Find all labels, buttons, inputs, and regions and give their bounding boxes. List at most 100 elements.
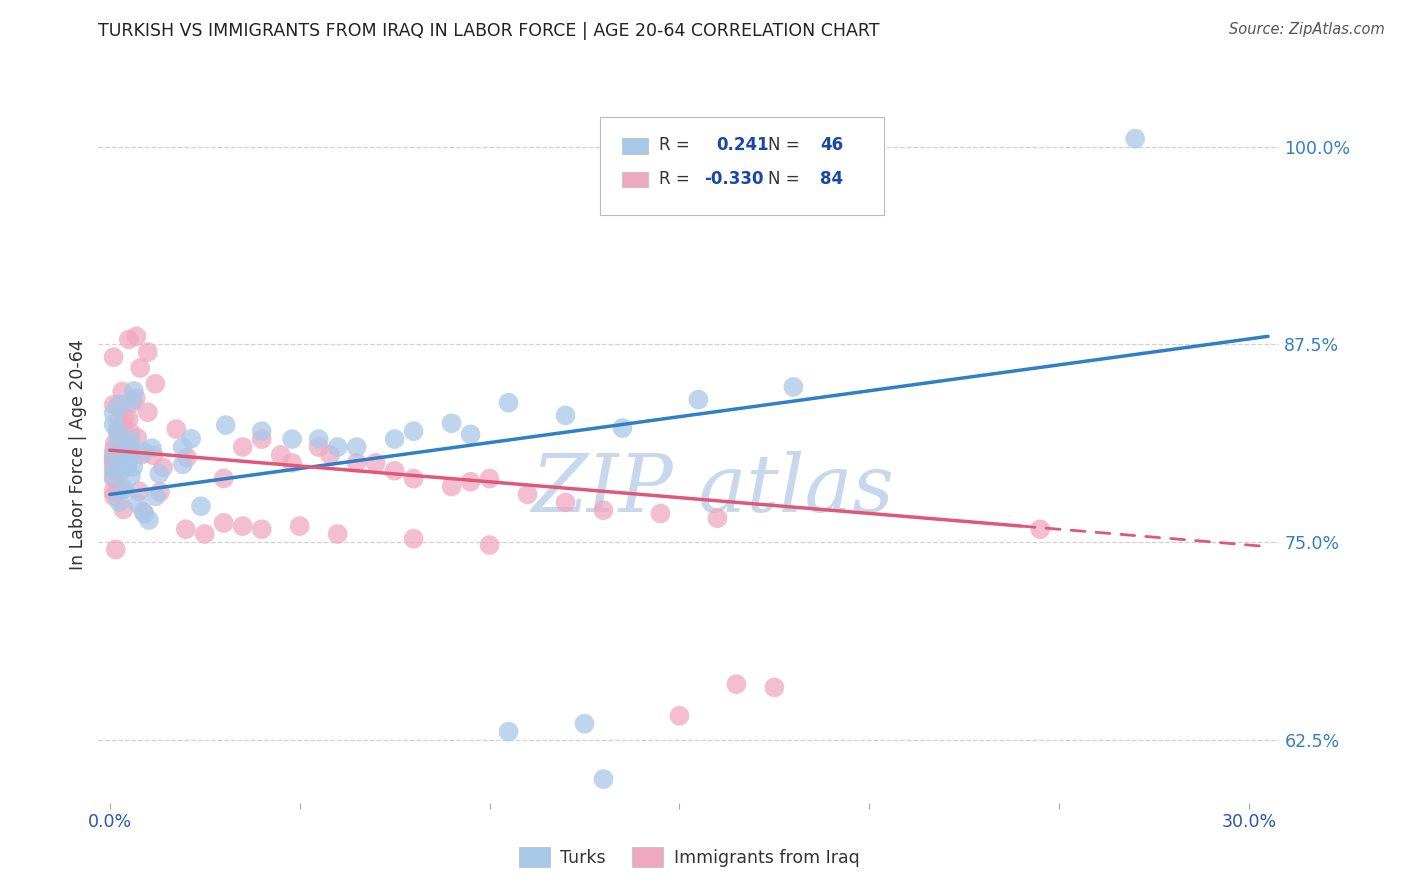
Point [129, 360, 152, 375]
Point [172, 440, 194, 454]
Point [384, 464, 406, 478]
Point [120, 469, 142, 483]
Text: 0.241: 0.241 [716, 136, 769, 154]
Point [346, 440, 368, 454]
Point [103, 463, 125, 477]
Point [120, 443, 142, 458]
Text: TURKISH VS IMMIGRANTS FROM IRAQ IN LABOR FORCE | AGE 20-64 CORRELATION CHART: TURKISH VS IMMIGRANTS FROM IRAQ IN LABOR… [98, 22, 880, 40]
Point [125, 391, 148, 405]
Point [281, 432, 304, 446]
Point [460, 427, 482, 442]
Point [176, 450, 198, 465]
Point [105, 454, 128, 468]
Point [516, 487, 538, 501]
Point [592, 772, 614, 786]
Point [125, 329, 148, 343]
Point [112, 482, 135, 496]
Point [142, 449, 165, 463]
Y-axis label: In Labor Force | Age 20-64: In Labor Force | Age 20-64 [69, 340, 87, 570]
Point [250, 424, 273, 438]
Point [108, 483, 131, 497]
Point [460, 475, 482, 489]
Point [138, 513, 160, 527]
Point [688, 392, 710, 407]
Point [107, 437, 129, 451]
Text: N =: N = [768, 136, 806, 154]
Point [212, 516, 235, 530]
Point [145, 489, 167, 503]
Point [498, 395, 520, 409]
Point [172, 458, 194, 472]
Point [103, 350, 125, 364]
FancyBboxPatch shape [621, 172, 648, 187]
Point [440, 479, 463, 493]
Point [308, 432, 330, 446]
Text: Source: ZipAtlas.com: Source: ZipAtlas.com [1229, 22, 1385, 37]
Text: ZIP atlas: ZIP atlas [531, 451, 894, 528]
Point [1029, 522, 1052, 536]
Point [281, 456, 304, 470]
Point [402, 532, 425, 546]
Point [127, 431, 149, 445]
Point [103, 451, 125, 466]
FancyBboxPatch shape [600, 118, 884, 215]
Point [115, 454, 138, 468]
Text: N =: N = [768, 169, 806, 187]
Point [103, 457, 125, 471]
Point [250, 522, 273, 536]
Point [122, 459, 145, 474]
FancyBboxPatch shape [621, 138, 648, 153]
Point [346, 456, 368, 470]
Point [152, 460, 174, 475]
Point [148, 467, 170, 481]
Point [402, 472, 425, 486]
Text: -0.330: -0.330 [704, 169, 763, 187]
Point [111, 417, 134, 432]
Point [498, 724, 520, 739]
Text: R =: R = [659, 169, 696, 187]
Point [104, 436, 127, 450]
Point [215, 418, 238, 433]
Point [111, 456, 134, 470]
Text: R =: R = [659, 136, 696, 154]
Point [149, 485, 172, 500]
Point [111, 483, 134, 497]
Point [107, 424, 129, 438]
Point [117, 459, 139, 474]
Point [232, 519, 254, 533]
Point [478, 538, 501, 552]
Point [120, 425, 142, 440]
Point [763, 681, 786, 695]
Point [112, 445, 135, 459]
Text: 46: 46 [820, 136, 844, 154]
Point [232, 440, 254, 454]
Point [134, 507, 156, 521]
Point [132, 445, 155, 459]
Point [118, 448, 141, 462]
Point [174, 522, 197, 536]
Point [131, 448, 153, 462]
Point [250, 432, 273, 446]
Point [326, 440, 349, 454]
Point [111, 384, 134, 399]
Point [118, 412, 141, 426]
Point [107, 400, 129, 414]
Point [180, 432, 202, 446]
Point [165, 422, 187, 436]
Point [190, 500, 212, 514]
Point [1123, 131, 1146, 145]
Point [107, 432, 129, 446]
Point [103, 406, 125, 420]
Point [145, 376, 167, 391]
Point [478, 472, 501, 486]
Point [132, 505, 155, 519]
Point [136, 405, 159, 419]
Point [112, 410, 135, 425]
Point [120, 433, 142, 447]
Point [706, 511, 728, 525]
Point [115, 433, 138, 447]
Point [103, 463, 125, 477]
Point [725, 677, 748, 691]
Point [103, 443, 125, 458]
Point [650, 507, 672, 521]
